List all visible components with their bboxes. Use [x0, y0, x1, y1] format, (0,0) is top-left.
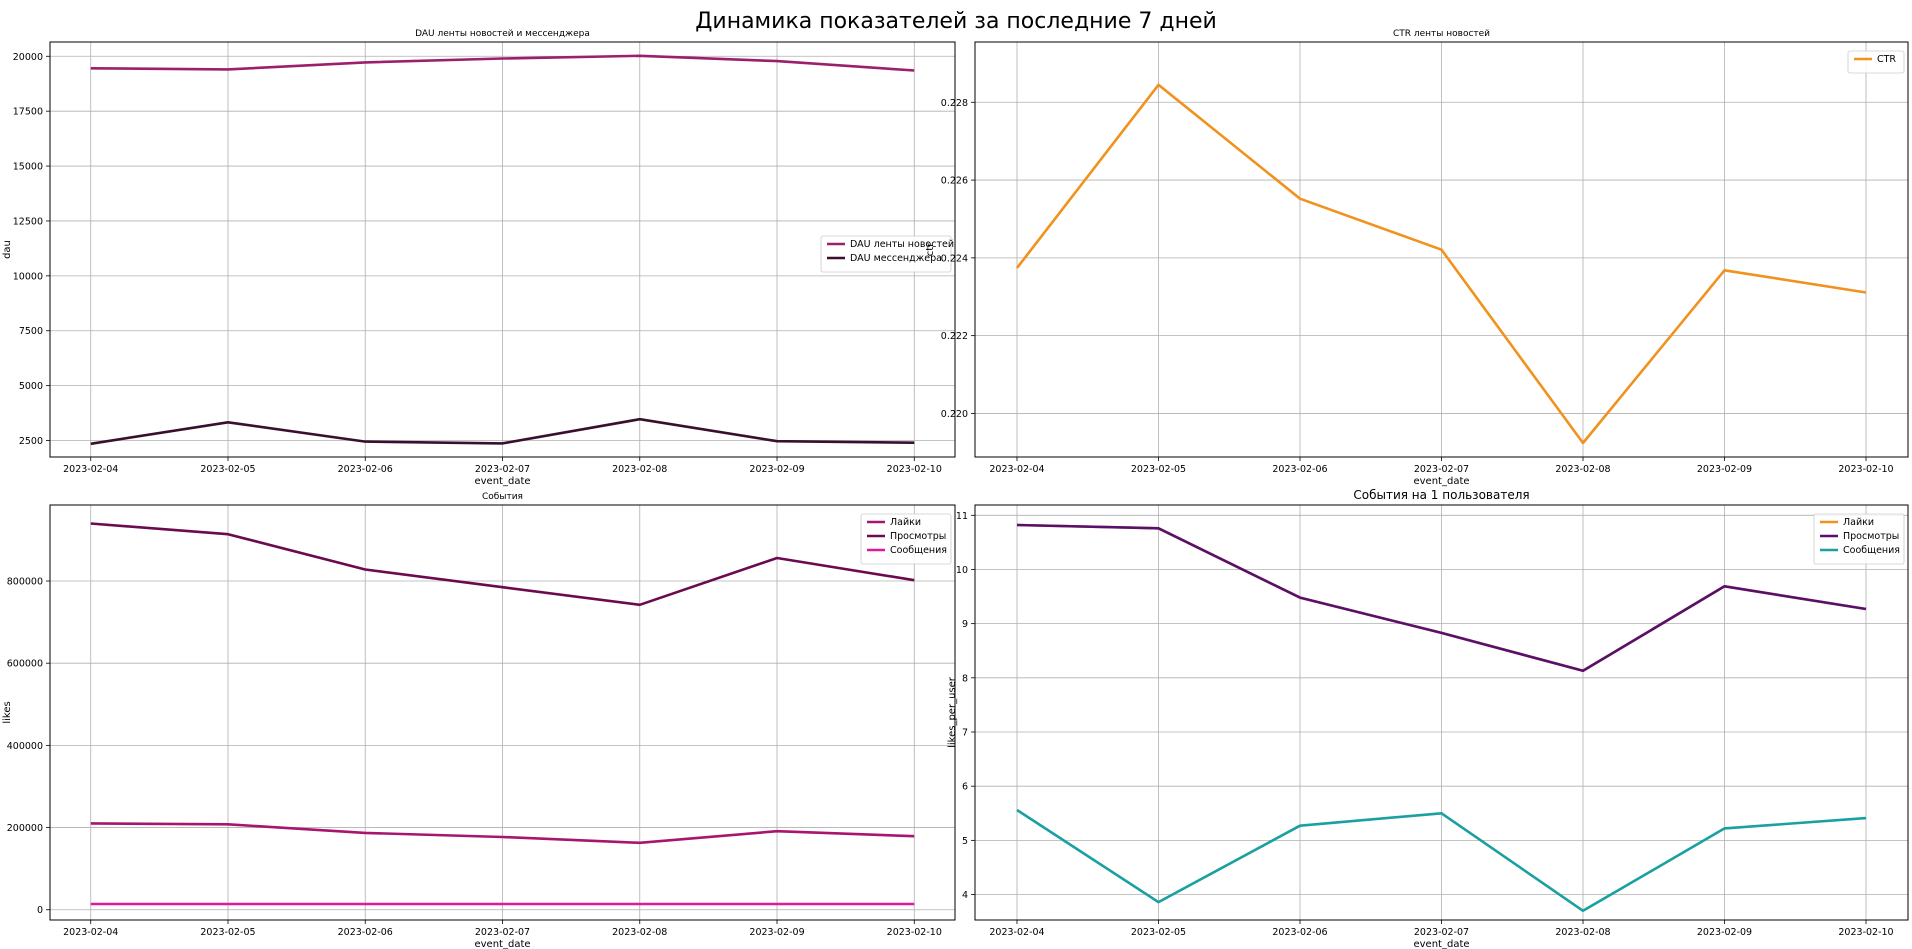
- x-tick-label: 2023-02-09: [749, 464, 804, 475]
- legend-box: [820, 235, 952, 273]
- series-line-2: [1016, 523, 1867, 673]
- x-tick-label: 2023-02-06: [1272, 464, 1327, 475]
- x-tick-label: 2023-02-07: [475, 927, 530, 938]
- x-tick-label: 2023-02-10: [1838, 464, 1893, 475]
- legend-box: [860, 513, 952, 565]
- chart-title: События на 1 пользователя: [1353, 488, 1529, 502]
- legend-label: Лайки: [890, 517, 921, 528]
- y-tick-label: 5000: [19, 381, 43, 392]
- series-line-2: [90, 417, 915, 446]
- x-tick-label: 2023-02-06: [338, 927, 393, 938]
- x-tick-label: 2023-02-07: [475, 464, 530, 475]
- y-axis-label: ctr: [925, 242, 936, 256]
- x-tick-label: 2023-02-07: [1414, 464, 1469, 475]
- legend-label: DAU ленты новостей: [850, 239, 954, 250]
- chart-title: События: [482, 492, 523, 502]
- chart-panel-2: 2023-02-04 2023-02-05 2023-02-06 2023-02-07…: [925, 29, 1909, 487]
- y-tick-label: 0.224: [941, 253, 968, 264]
- x-tick-label: 2023-02-04: [989, 464, 1044, 475]
- x-tick-label: 2023-02-10: [887, 927, 942, 938]
- legend-label: Сообщения: [1843, 545, 1900, 556]
- x-tick-label: 2023-02-05: [1131, 464, 1186, 475]
- y-tick-label: 0.228: [941, 98, 968, 109]
- x-tick-label: 2023-02-06: [338, 464, 393, 475]
- x-tick-label: 2023-02-06: [1272, 927, 1327, 938]
- x-tick-label: 2023-02-04: [63, 927, 118, 938]
- y-tick-label: 7500: [19, 326, 43, 337]
- chart-panel-4: 2023-02-04 2023-02-05 2023-02-06 2023-02-07…: [947, 488, 1909, 949]
- y-tick-label: 8: [962, 673, 968, 684]
- series-line-3: [1016, 808, 1867, 913]
- y-tick-label: 2500: [19, 436, 43, 447]
- legend-label: Сообщения: [890, 545, 947, 556]
- legend-box: [1847, 50, 1905, 74]
- legend: CTR: [1847, 50, 1905, 74]
- x-tick-label: 2023-02-05: [1131, 927, 1186, 938]
- y-tick-label: 17500: [13, 107, 43, 118]
- x-tick-label: 2023-02-09: [1697, 927, 1752, 938]
- chart-panel-1: 2023-02-04 2023-02-05 2023-02-06 2023-02-07…: [2, 29, 956, 487]
- y-tick-label: 0: [37, 905, 43, 916]
- legend: Лайки Просмотры Сообщения: [1813, 513, 1905, 565]
- x-tick-label: 2023-02-05: [200, 927, 255, 938]
- x-tick-label: 2023-02-09: [749, 927, 804, 938]
- legend-label: Просмотры: [890, 531, 946, 542]
- x-tick-label: 2023-02-08: [612, 927, 667, 938]
- chart-title: DAU ленты новостей и мессенджера: [415, 29, 590, 39]
- y-tick-label: 0.220: [941, 409, 968, 420]
- x-axis-label: event_date: [474, 939, 530, 949]
- y-tick-label: 5: [962, 836, 968, 847]
- y-tick-label: 7: [962, 728, 968, 739]
- y-tick-label: 20000: [13, 52, 43, 63]
- y-axis-label: likes: [2, 701, 13, 723]
- y-tick-label: 800000: [7, 577, 43, 588]
- series-line-2: [90, 522, 915, 607]
- x-tick-label: 2023-02-04: [989, 927, 1044, 938]
- x-tick-label: 2023-02-08: [1555, 464, 1610, 475]
- figure-title: Динамика показателей за последние 7 дней: [695, 9, 1217, 34]
- x-axis-label: event_date: [474, 476, 530, 487]
- y-tick-label: 0.222: [941, 331, 968, 342]
- legend-label: CTR: [1877, 54, 1896, 65]
- y-tick-label: 10000: [13, 271, 43, 282]
- y-axis-label: dau: [2, 240, 13, 259]
- y-tick-label: 4: [962, 890, 968, 901]
- y-tick-label: 10: [956, 565, 968, 576]
- legend-label: Просмотры: [1843, 531, 1899, 542]
- x-tick-label: 2023-02-09: [1697, 464, 1752, 475]
- legend: Лайки Просмотры Сообщения: [860, 513, 952, 565]
- y-tick-label: 400000: [7, 741, 43, 752]
- x-tick-label: 2023-02-10: [887, 464, 942, 475]
- legend-box: [1813, 513, 1905, 565]
- y-tick-label: 600000: [7, 659, 43, 670]
- x-axis-label: event_date: [1413, 939, 1469, 949]
- y-tick-label: 9: [962, 619, 968, 630]
- y-tick-label: 200000: [7, 823, 43, 834]
- legend-label: Лайки: [1843, 517, 1874, 528]
- y-tick-label: 15000: [13, 162, 43, 173]
- y-axis-label: likes_per_user: [947, 676, 958, 748]
- y-tick-label: 6: [962, 782, 968, 793]
- x-tick-label: 2023-02-08: [1555, 927, 1610, 938]
- chart-title: CTR ленты новостей: [1393, 29, 1490, 39]
- y-tick-label: 11: [956, 511, 968, 522]
- x-tick-label: 2023-02-04: [63, 464, 118, 475]
- x-tick-label: 2023-02-08: [612, 464, 667, 475]
- legend-label: DAU мессенджера: [850, 253, 942, 264]
- y-tick-label: 12500: [13, 216, 43, 227]
- y-tick-label: 0.226: [941, 176, 968, 187]
- x-tick-label: 2023-02-05: [200, 464, 255, 475]
- legend: DAU ленты новостей DAU мессенджера: [820, 235, 954, 273]
- x-tick-label: 2023-02-07: [1414, 927, 1469, 938]
- x-axis-label: event_date: [1413, 476, 1469, 487]
- x-tick-label: 2023-02-10: [1838, 927, 1893, 938]
- chart-panel-3: 2023-02-04 2023-02-05 2023-02-06 2023-02-07…: [2, 492, 956, 949]
- series-line-1: [90, 54, 915, 72]
